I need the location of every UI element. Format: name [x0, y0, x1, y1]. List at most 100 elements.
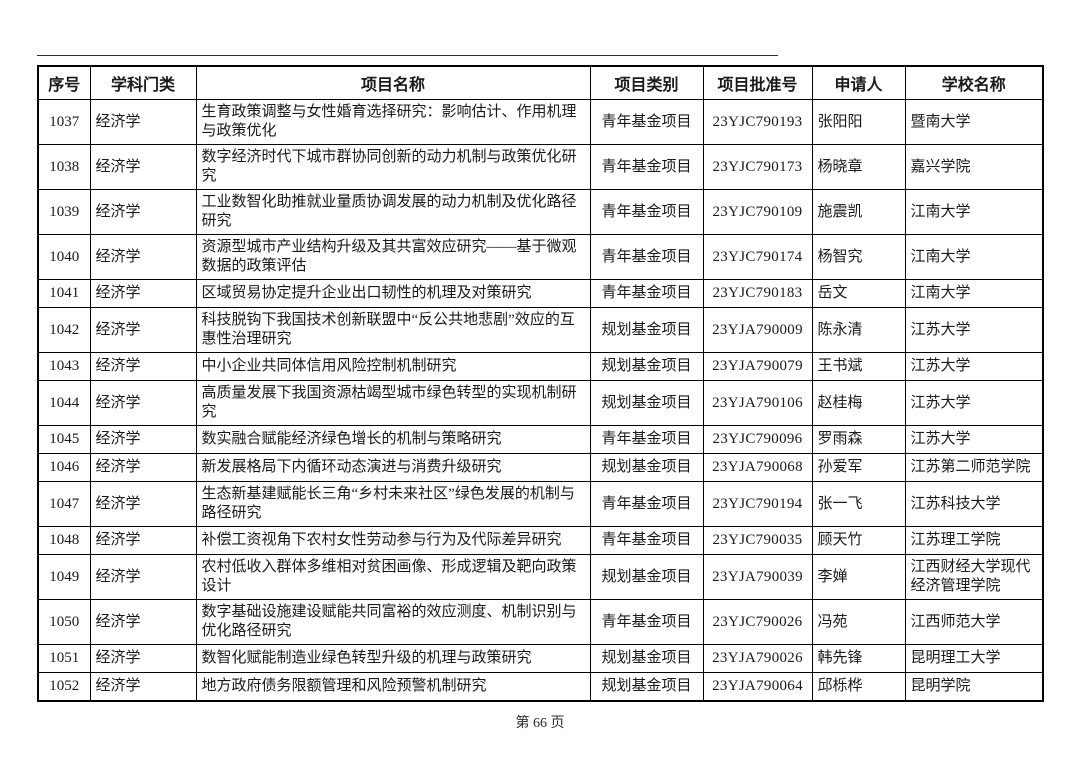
- cell-project-title: 补偿工资视角下农村女性劳动参与行为及代际差异研究: [195, 526, 591, 555]
- cell-grant-number: 23YJA790079: [702, 352, 813, 381]
- cell-grant-number: 23YJC790193: [702, 99, 813, 145]
- cell-applicant: 孙爱军: [811, 453, 906, 482]
- cell-applicant: 冯苑: [811, 599, 906, 645]
- cell-applicant: 罗雨森: [811, 425, 906, 454]
- cell-discipline: 经济学: [89, 380, 197, 426]
- cell-school-name: 江苏大学: [904, 380, 1044, 426]
- cell-applicant: 邱栎桦: [811, 672, 906, 702]
- table-row: 1050 经济学 数字基础设施建设赋能共同富裕的效应测度、机制识别与优化路径研究…: [37, 599, 1044, 645]
- cell-serial-number: 1044: [37, 380, 91, 426]
- cell-school-name: 江苏大学: [904, 307, 1044, 353]
- cell-applicant: 赵桂梅: [811, 380, 906, 426]
- cell-school-name: 昆明学院: [904, 672, 1044, 702]
- cell-grant-number: 23YJA790009: [702, 307, 813, 353]
- cell-discipline: 经济学: [89, 99, 197, 145]
- cell-school-name: 江西师范大学: [904, 599, 1044, 645]
- cell-grant-number: 23YJC790173: [702, 144, 813, 190]
- cell-discipline: 经济学: [89, 672, 197, 702]
- cell-discipline: 经济学: [89, 352, 197, 381]
- table-row: 1041 经济学 区域贸易协定提升企业出口韧性的机理及对策研究 青年基金项目 2…: [37, 279, 1044, 308]
- cell-discipline: 经济学: [89, 481, 197, 527]
- cell-grant-number: 23YJA790064: [702, 672, 813, 702]
- cell-project-category: 规划基金项目: [589, 644, 704, 673]
- cell-grant-number: 23YJC790174: [702, 234, 813, 280]
- cell-applicant: 李婵: [811, 554, 906, 600]
- cell-project-title: 农村低收入群体多维相对贫困画像、形成逻辑及靶向政策设计: [195, 554, 591, 600]
- cell-project-title: 工业数智化助推就业量质协调发展的动力机制及优化路径研究: [195, 189, 591, 235]
- cell-school-name: 江南大学: [904, 189, 1044, 235]
- cell-school-name: 江南大学: [904, 234, 1044, 280]
- cell-applicant: 陈永清: [811, 307, 906, 353]
- cell-project-category: 规划基金项目: [589, 453, 704, 482]
- cell-project-title: 数字基础设施建设赋能共同富裕的效应测度、机制识别与优化路径研究: [195, 599, 591, 645]
- column-header-title: 项目名称: [195, 65, 591, 100]
- cell-serial-number: 1038: [37, 144, 91, 190]
- table-row: 1037 经济学 生育政策调整与女性婚育选择研究：影响估计、作用机理与政策优化 …: [37, 99, 1044, 145]
- cell-applicant: 顾天竹: [811, 526, 906, 555]
- cell-project-title: 新发展格局下内循环动态演进与消费升级研究: [195, 453, 591, 482]
- cell-project-title: 生育政策调整与女性婚育选择研究：影响估计、作用机理与政策优化: [195, 99, 591, 145]
- page-number: 第 66 页: [515, 716, 565, 731]
- table-row: 1043 经济学 中小企业共同体信用风险控制机制研究 规划基金项目 23YJA7…: [37, 352, 1044, 381]
- cell-serial-number: 1043: [37, 352, 91, 381]
- cell-discipline: 经济学: [89, 453, 197, 482]
- table-row: 1042 经济学 科技脱钩下我国技术创新联盟中“反公共地悲剧”效应的互惠性治理研…: [37, 307, 1044, 353]
- cell-school-name: 江苏大学: [904, 425, 1044, 454]
- table-header: 序号 学科门类 项目名称 项目类别 项目批准号 申请人 学校名称: [37, 65, 1044, 100]
- column-header-applicant: 申请人: [811, 65, 906, 100]
- top-rule-line: [37, 55, 778, 56]
- cell-serial-number: 1051: [37, 644, 91, 673]
- cell-discipline: 经济学: [89, 554, 197, 600]
- cell-grant-number: 23YJC790096: [702, 425, 813, 454]
- cell-project-title: 高质量发展下我国资源枯竭型城市绿色转型的实现机制研究: [195, 380, 591, 426]
- cell-school-name: 江苏理工学院: [904, 526, 1044, 555]
- cell-applicant: 岳文: [811, 279, 906, 308]
- cell-project-category: 青年基金项目: [589, 599, 704, 645]
- cell-project-category: 青年基金项目: [589, 425, 704, 454]
- cell-project-category: 青年基金项目: [589, 189, 704, 235]
- projects-table: 序号 学科门类 项目名称 项目类别 项目批准号 申请人 学校名称 1037 经济…: [37, 65, 1044, 702]
- cell-project-category: 青年基金项目: [589, 99, 704, 145]
- cell-school-name: 江苏科技大学: [904, 481, 1044, 527]
- cell-school-name: 暨南大学: [904, 99, 1044, 145]
- cell-project-category: 青年基金项目: [589, 279, 704, 308]
- table-row: 1040 经济学 资源型城市产业结构升级及其共富效应研究——基于微观数据的政策评…: [37, 234, 1044, 280]
- cell-project-title: 数字经济时代下城市群协同创新的动力机制与政策优化研究: [195, 144, 591, 190]
- cell-serial-number: 1037: [37, 99, 91, 145]
- cell-discipline: 经济学: [89, 279, 197, 308]
- cell-applicant: 杨智究: [811, 234, 906, 280]
- column-header-grant-no: 项目批准号: [702, 65, 813, 100]
- cell-project-title: 数实融合赋能经济绿色增长的机制与策略研究: [195, 425, 591, 454]
- cell-project-category: 规划基金项目: [589, 672, 704, 702]
- cell-applicant: 杨晓章: [811, 144, 906, 190]
- cell-project-title: 科技脱钩下我国技术创新联盟中“反公共地悲剧”效应的互惠性治理研究: [195, 307, 591, 353]
- cell-project-title: 生态新基建赋能长三角“乡村未来社区”绿色发展的机制与路径研究: [195, 481, 591, 527]
- cell-serial-number: 1039: [37, 189, 91, 235]
- cell-project-category: 青年基金项目: [589, 481, 704, 527]
- cell-applicant: 施震凯: [811, 189, 906, 235]
- cell-serial-number: 1045: [37, 425, 91, 454]
- cell-project-title: 中小企业共同体信用风险控制机制研究: [195, 352, 591, 381]
- cell-grant-number: 23YJC790183: [702, 279, 813, 308]
- cell-school-name: 昆明理工大学: [904, 644, 1044, 673]
- column-header-school: 学校名称: [904, 65, 1044, 100]
- cell-discipline: 经济学: [89, 307, 197, 353]
- table-row: 1049 经济学 农村低收入群体多维相对贫困画像、形成逻辑及靶向政策设计 规划基…: [37, 554, 1044, 600]
- cell-project-category: 青年基金项目: [589, 234, 704, 280]
- cell-grant-number: 23YJA790026: [702, 644, 813, 673]
- cell-discipline: 经济学: [89, 234, 197, 280]
- cell-serial-number: 1048: [37, 526, 91, 555]
- cell-grant-number: 23YJC790026: [702, 599, 813, 645]
- table-row: 1038 经济学 数字经济时代下城市群协同创新的动力机制与政策优化研究 青年基金…: [37, 144, 1044, 190]
- table-row: 1047 经济学 生态新基建赋能长三角“乡村未来社区”绿色发展的机制与路径研究 …: [37, 481, 1044, 527]
- cell-project-category: 青年基金项目: [589, 526, 704, 555]
- table-row: 1048 经济学 补偿工资视角下农村女性劳动参与行为及代际差异研究 青年基金项目…: [37, 526, 1044, 555]
- cell-project-title: 数智化赋能制造业绿色转型升级的机理与政策研究: [195, 644, 591, 673]
- cell-school-name: 江苏大学: [904, 352, 1044, 381]
- cell-project-category: 规划基金项目: [589, 380, 704, 426]
- cell-applicant: 王书斌: [811, 352, 906, 381]
- column-header-discipline: 学科门类: [89, 65, 197, 100]
- cell-school-name: 江苏第二师范学院: [904, 453, 1044, 482]
- cell-serial-number: 1042: [37, 307, 91, 353]
